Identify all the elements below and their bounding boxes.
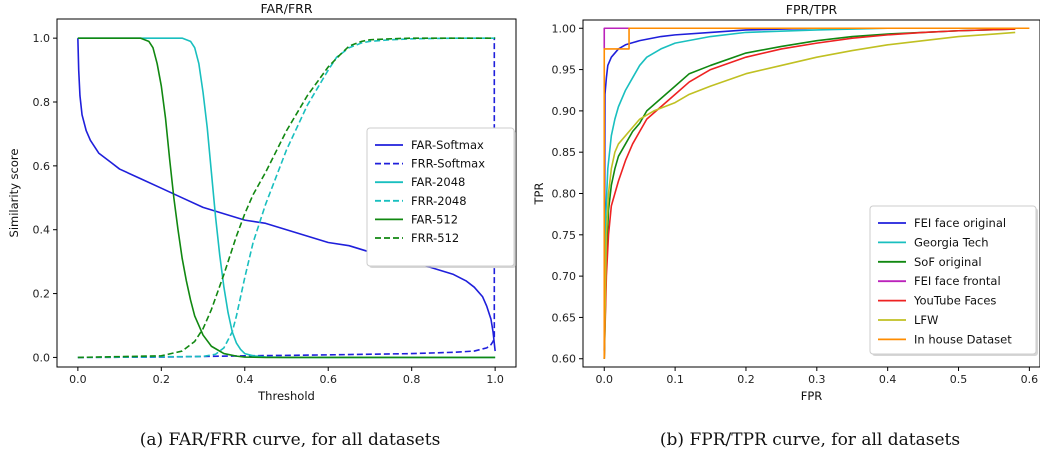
series-line-sof-original bbox=[603, 28, 1016, 359]
legend-entry: In house Dataset bbox=[914, 332, 1012, 346]
y-tick-label: 1.00 bbox=[552, 22, 577, 35]
x-tick-label: 0.6 bbox=[319, 373, 337, 386]
chart-title: FAR/FRR bbox=[260, 1, 312, 16]
y-axis-label: Similarity score bbox=[7, 149, 21, 238]
y-tick-label: 0.4 bbox=[33, 224, 51, 237]
y-tick-label: 1.0 bbox=[33, 32, 51, 45]
legend-box bbox=[366, 127, 515, 267]
x-tick-label: 0.3 bbox=[808, 373, 826, 386]
legend-entry: FAR-512 bbox=[411, 212, 458, 226]
y-tick-label: 0.65 bbox=[552, 311, 577, 324]
y-axis-label: TPR bbox=[532, 183, 546, 206]
x-tick-label: 0.6 bbox=[1021, 373, 1039, 386]
y-tick-label: 0.0 bbox=[33, 351, 51, 364]
legend-entry: SoF original bbox=[914, 255, 982, 269]
legend-box bbox=[869, 205, 1037, 355]
legend-entry: FRR-512 bbox=[411, 231, 459, 245]
legend-entry: LFW bbox=[914, 313, 938, 327]
y-tick-label: 0.95 bbox=[552, 64, 577, 77]
x-tick-label: 0.2 bbox=[153, 373, 171, 386]
x-tick-label: 0.2 bbox=[737, 373, 755, 386]
figure-caption: (b) FPR/TPR curve, for all datasets bbox=[660, 430, 960, 450]
legend-entry: Georgia Tech bbox=[914, 235, 989, 249]
y-tick-label: 0.90 bbox=[552, 105, 577, 118]
figure-caption: (a) FAR/FRR curve, for all datasets bbox=[140, 430, 441, 450]
x-tick-label: 0.1 bbox=[666, 373, 684, 386]
y-tick-label: 0.2 bbox=[33, 288, 51, 301]
x-tick-label: 0.8 bbox=[403, 373, 421, 386]
legend-entry: FRR-Softmax bbox=[411, 157, 485, 171]
far-frr-chart: FAR/FRR 0.0 0.2 0.4 0.6 0.8 1.0 0.0 0.2 0.4 0.6 0.8… bbox=[7, 1, 517, 450]
series-line-youtube-faces bbox=[603, 28, 1016, 359]
legend-entry: FAR-2048 bbox=[411, 175, 465, 189]
y-tick-label: 0.75 bbox=[552, 229, 577, 242]
series-line-lfw bbox=[603, 31, 1016, 359]
y-tick-label: 0.85 bbox=[552, 146, 577, 159]
x-tick-label: 1.0 bbox=[486, 373, 504, 386]
legend-entry: FEI face original bbox=[914, 216, 1006, 230]
y-tick-label: 0.6 bbox=[33, 160, 51, 173]
series-line-frr-2048 bbox=[77, 37, 496, 359]
legend: FEI face original Georgia Tech SoF origina… bbox=[869, 205, 1038, 356]
legend: FAR-Softmax FRR-Softmax FAR-2048 FRR-2048 FA… bbox=[366, 127, 516, 268]
chart-title: FPR/TPR bbox=[786, 2, 838, 17]
y-tick-label: 0.8 bbox=[33, 96, 51, 109]
x-axis-label: Threshold bbox=[257, 389, 315, 403]
x-tick-label: 0.0 bbox=[69, 373, 87, 386]
legend-entry: YouTube Faces bbox=[913, 294, 996, 308]
x-axis-label: FPR bbox=[801, 389, 823, 403]
x-tick-label: 0.4 bbox=[879, 373, 897, 386]
series-lines bbox=[603, 27, 1030, 359]
series-line-far-2048 bbox=[77, 37, 496, 359]
y-tick-label: 0.60 bbox=[552, 353, 577, 366]
series-line-far-512 bbox=[77, 37, 496, 359]
y-tick-label: 0.80 bbox=[552, 188, 577, 201]
legend-entry: FEI face frontal bbox=[914, 274, 1001, 288]
y-tick-label: 0.70 bbox=[552, 270, 577, 283]
x-tick-label: 0.0 bbox=[596, 373, 614, 386]
series-lines bbox=[77, 37, 496, 359]
series-line-far-softmax bbox=[77, 38, 496, 352]
series-line-in-house-dataset bbox=[603, 27, 1030, 359]
legend-entry: FRR-2048 bbox=[411, 194, 467, 208]
series-line-georgia-tech bbox=[603, 27, 1023, 351]
x-tick-label: 0.4 bbox=[236, 373, 254, 386]
fpr-tpr-chart: FPR/TPR 0.0 0.1 0.2 0.3 0.4 0.5 0.6 0.60 0.65 0.70… bbox=[532, 2, 1040, 450]
x-tick-label: 0.5 bbox=[950, 373, 968, 386]
legend-entry: FAR-Softmax bbox=[411, 138, 484, 152]
